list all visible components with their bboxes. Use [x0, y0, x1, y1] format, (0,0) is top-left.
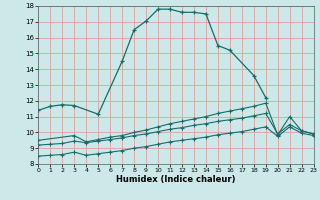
- X-axis label: Humidex (Indice chaleur): Humidex (Indice chaleur): [116, 175, 236, 184]
